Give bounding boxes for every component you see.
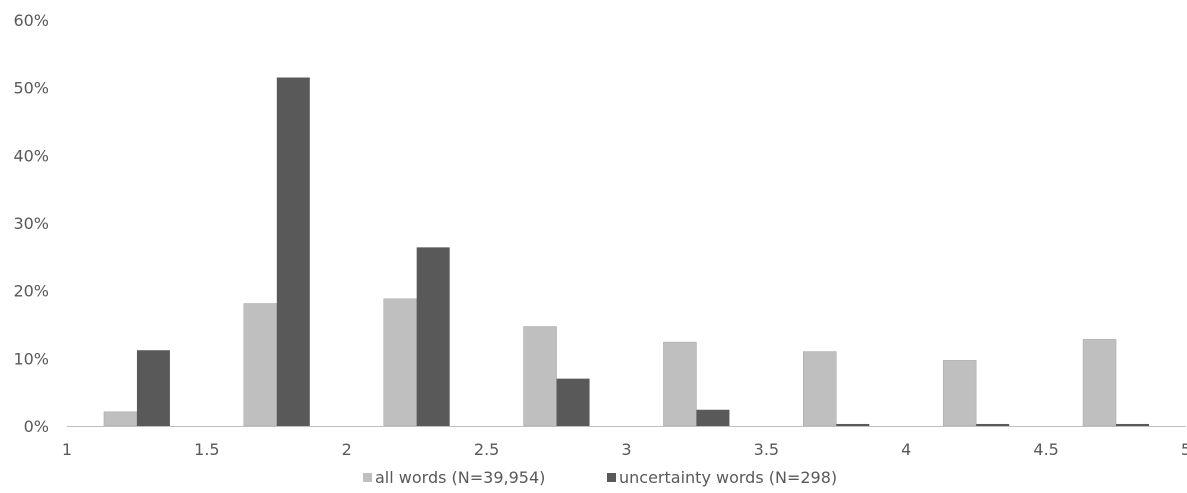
legend-label-all-words: all words (N=39,954) — [375, 468, 545, 487]
y-tick-label: 30% — [13, 214, 49, 233]
bar-uncertainty-words — [136, 350, 170, 426]
bar-all-words — [523, 326, 557, 427]
bar-uncertainty-words — [556, 378, 590, 426]
bar-uncertainty-words — [976, 423, 1010, 426]
y-tick-label: 40% — [13, 146, 49, 165]
x-tick-label: 4 — [901, 440, 911, 459]
x-tick-label: 2.5 — [474, 440, 499, 459]
x-tick-label: 3.5 — [754, 440, 779, 459]
legend: all words (N=39,954) uncertainty words (N… — [363, 468, 837, 487]
bar-all-words — [1082, 339, 1117, 427]
bar-all-words — [243, 303, 278, 427]
bar-all-words — [663, 341, 697, 427]
bar-uncertainty-words — [696, 409, 730, 426]
bar-all-words — [803, 351, 837, 427]
bar-uncertainty-words — [836, 423, 870, 426]
y-tick-label: 20% — [13, 282, 49, 301]
bar-all-words — [942, 360, 977, 427]
bar-uncertainty-words — [276, 77, 310, 427]
x-tick-label: 4.5 — [1033, 440, 1058, 459]
bar-all-words — [383, 298, 417, 427]
bar-uncertainty-words — [1116, 423, 1150, 426]
y-tick-label: 60% — [13, 11, 49, 30]
x-tick-label: 1.5 — [194, 440, 219, 459]
x-tick-label: 3 — [621, 440, 631, 459]
y-tick-label: 50% — [13, 79, 49, 98]
legend-swatch-all-words — [363, 473, 372, 482]
legend-swatch-uncertainty-words — [607, 473, 616, 482]
y-axis: 0% 10% 20% 30% 40% 50% 60% — [13, 11, 49, 436]
y-tick-label: 0% — [24, 417, 49, 436]
bar-uncertainty-words — [416, 247, 450, 426]
x-axis: 1 1.5 2 2.5 3 3.5 4 4.5 5 — [62, 440, 1187, 459]
x-tick-label: 5 — [1181, 440, 1187, 459]
bar-all-words — [103, 411, 138, 427]
y-tick-label: 10% — [13, 349, 49, 368]
x-tick-label: 1 — [62, 440, 72, 459]
bars — [103, 77, 1150, 427]
legend-label-uncertainty-words: uncertainty words (N=298) — [619, 468, 837, 487]
x-tick-label: 2 — [342, 440, 352, 459]
